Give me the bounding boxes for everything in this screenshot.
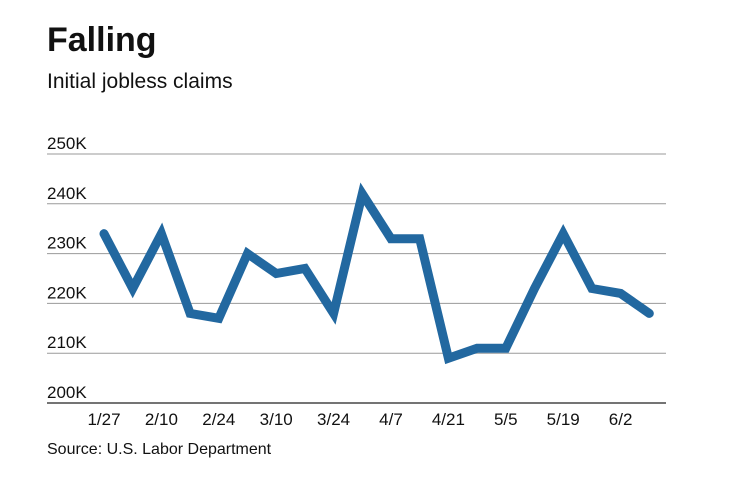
y-tick-label: 230K	[47, 234, 87, 253]
data-point	[244, 250, 252, 258]
x-tick-label: 2/24	[202, 410, 235, 429]
data-point	[559, 230, 567, 238]
data-point	[215, 314, 223, 322]
data-point	[358, 190, 366, 198]
data-point	[531, 284, 539, 292]
data-point	[100, 230, 108, 238]
y-tick-label: 220K	[47, 283, 87, 302]
data-point	[330, 309, 338, 317]
data-point	[502, 344, 510, 352]
y-tick-label: 210K	[47, 333, 87, 352]
data-point	[129, 284, 137, 292]
series-layer	[99, 182, 654, 365]
data-point	[186, 309, 194, 317]
series-line	[99, 182, 654, 365]
y-tick-label: 250K	[47, 134, 87, 153]
x-tick-label: 1/27	[87, 410, 120, 429]
source-note: Source: U.S. Labor Department	[47, 441, 272, 458]
y-axis: 250K 240K 230K 220K 210K 200K	[47, 134, 87, 402]
data-point	[588, 284, 596, 292]
x-tick-label: 3/10	[260, 410, 293, 429]
x-tick-label: 6/2	[609, 410, 633, 429]
data-point	[617, 289, 625, 297]
x-axis: 1/27 2/10 2/24 3/10 3/24 4/7 4/21 5/5 5/19 6/2	[87, 410, 632, 429]
chart-title: Falling	[47, 21, 157, 59]
data-point	[416, 235, 424, 243]
data-point	[645, 309, 653, 317]
x-tick-label: 5/5	[494, 410, 518, 429]
x-tick-label: 4/21	[432, 410, 465, 429]
data-point	[473, 344, 481, 352]
x-tick-label: 4/7	[379, 410, 403, 429]
x-tick-label: 5/19	[547, 410, 580, 429]
data-point	[444, 354, 452, 362]
x-tick-label: 3/24	[317, 410, 350, 429]
chart-subtitle: Initial jobless claims	[47, 70, 233, 93]
x-tick-label: 2/10	[145, 410, 178, 429]
data-point	[387, 235, 395, 243]
data-point	[157, 230, 165, 238]
y-tick-label: 200K	[47, 383, 87, 402]
data-point	[272, 270, 280, 278]
data-point	[301, 265, 309, 273]
y-tick-label: 240K	[47, 184, 87, 203]
